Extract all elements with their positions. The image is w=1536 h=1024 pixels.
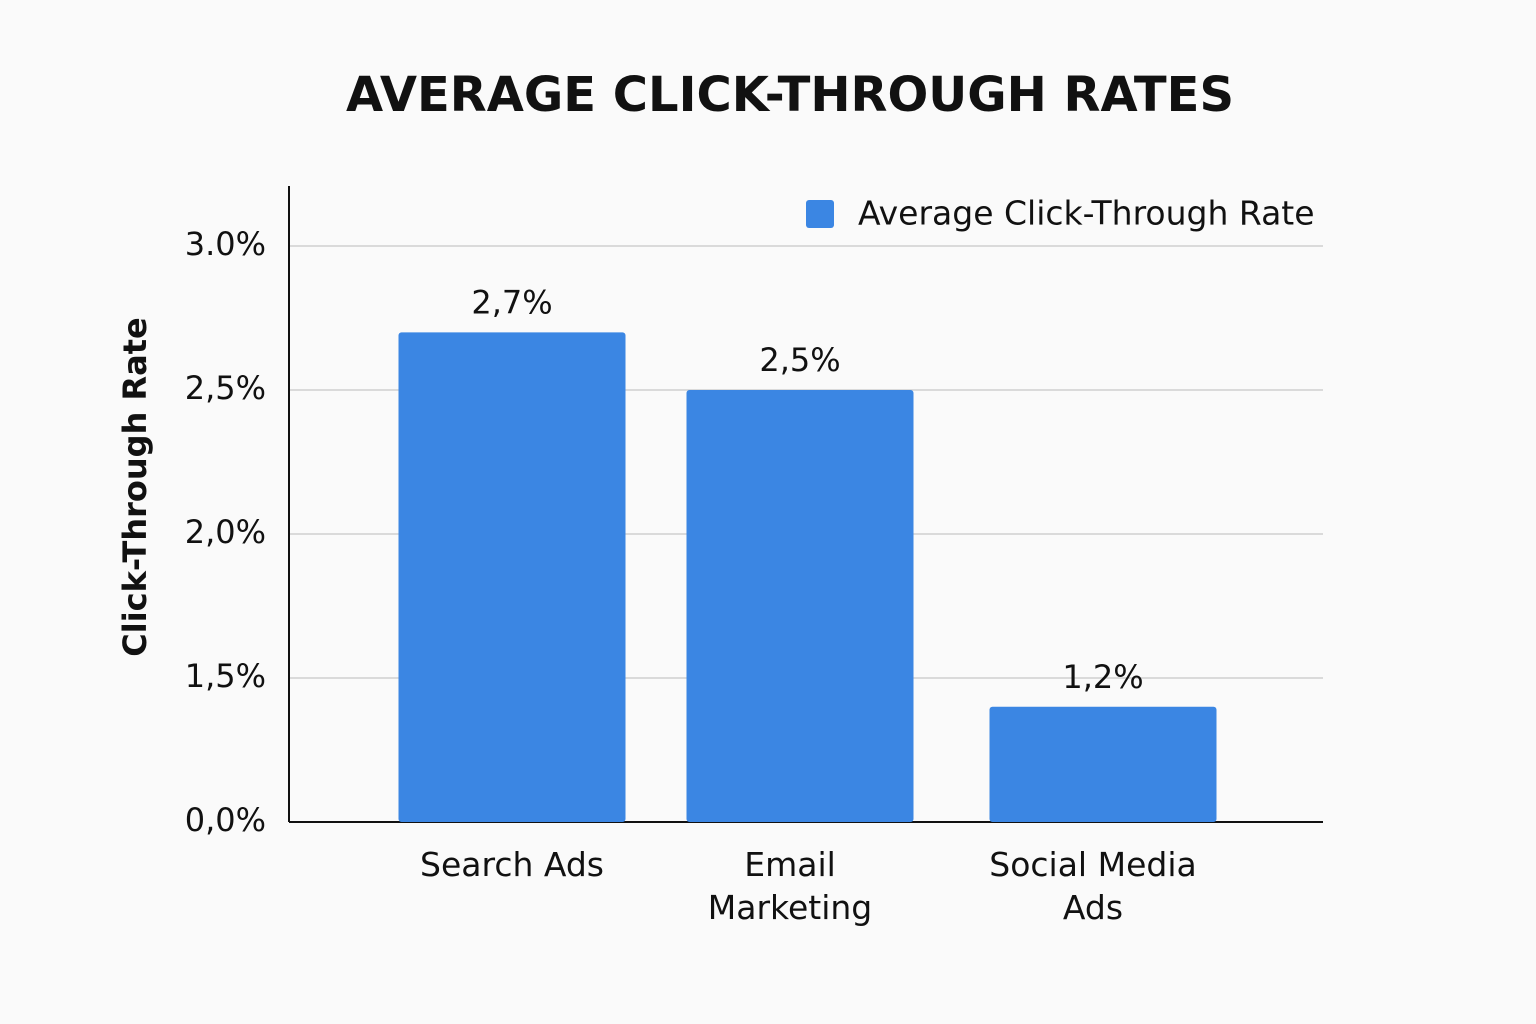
y-tick-label: 3.0% [185, 225, 266, 263]
x-tick-label: Social Media Ads [989, 845, 1197, 927]
bar [989, 706, 1217, 822]
bar [398, 332, 626, 822]
x-tick-label: Search Ads [420, 845, 604, 884]
legend-label: Average Click-Through Rate [858, 194, 1315, 233]
value-label: 2,7% [471, 283, 552, 321]
y-tick-label: 2,5% [185, 369, 266, 407]
y-tick-label: 2,0% [185, 513, 266, 551]
chart-title: AVERAGE CLICK-THROUGH RATES [346, 67, 1234, 123]
y-axis-label: Click-Through Rate [116, 317, 154, 656]
value-label: 1,2% [1062, 658, 1143, 696]
x-tick-label: Email Marketing [707, 845, 873, 927]
y-tick-label: 0,0% [185, 801, 266, 839]
bar [686, 390, 914, 822]
value-label: 2,5% [759, 341, 840, 379]
y-tick-label: 1,5% [185, 657, 266, 695]
legend-swatch [806, 200, 834, 228]
